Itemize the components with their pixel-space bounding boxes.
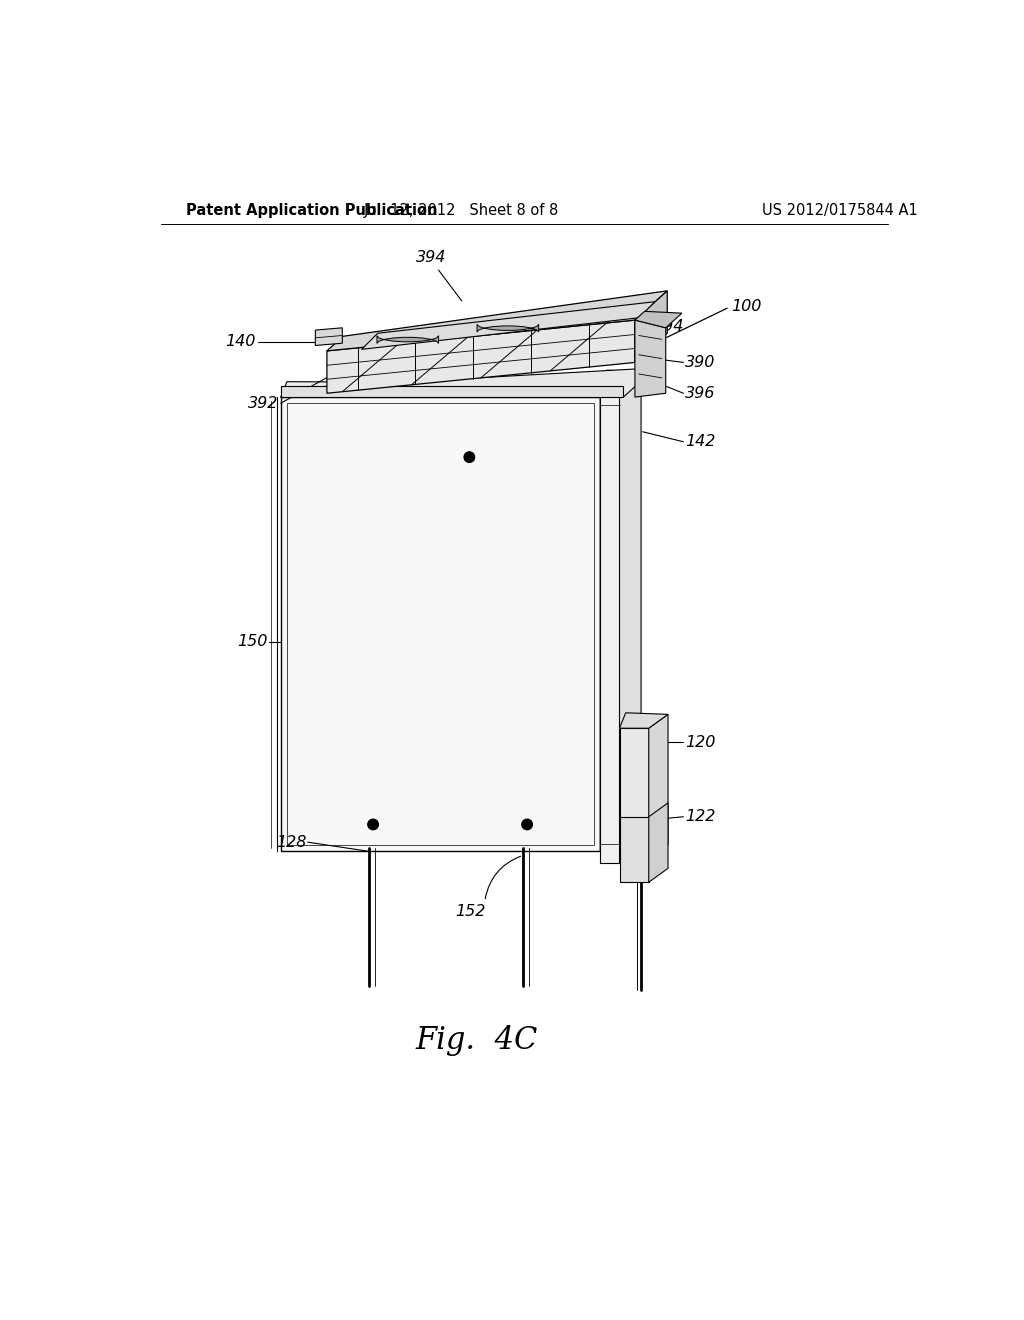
Text: Jul. 12, 2012   Sheet 8 of 8: Jul. 12, 2012 Sheet 8 of 8 [365,203,559,218]
Polygon shape [281,385,624,397]
Polygon shape [620,729,649,859]
Polygon shape [635,312,682,327]
Polygon shape [600,383,622,851]
Polygon shape [620,817,649,882]
Text: 396: 396 [685,385,716,401]
Text: 100: 100 [731,298,762,314]
Polygon shape [327,290,668,351]
Polygon shape [315,327,342,346]
Text: 120: 120 [685,734,716,750]
Circle shape [521,818,532,830]
Polygon shape [327,321,635,393]
Polygon shape [377,335,438,343]
Polygon shape [649,803,668,882]
Polygon shape [361,302,655,350]
Polygon shape [620,372,641,863]
Text: 392: 392 [248,396,279,411]
Text: 140: 140 [225,334,255,350]
Polygon shape [281,381,622,397]
Polygon shape [287,404,594,845]
Text: 390: 390 [685,355,716,370]
Polygon shape [635,290,668,363]
Text: 150: 150 [238,635,267,649]
Text: US 2012/0175844 A1: US 2012/0175844 A1 [762,203,918,218]
Polygon shape [620,713,668,729]
Polygon shape [477,325,539,333]
Text: 142: 142 [685,434,716,449]
Text: 152: 152 [456,904,486,919]
Text: 122: 122 [685,809,716,824]
Text: 394: 394 [416,249,446,264]
Polygon shape [635,321,666,397]
Polygon shape [281,368,655,397]
Circle shape [464,451,475,462]
Text: 394: 394 [654,318,684,334]
Polygon shape [600,370,641,385]
Polygon shape [649,714,668,859]
Text: Patent Application Publication: Patent Application Publication [186,203,437,218]
Text: 128: 128 [275,834,306,850]
Circle shape [368,818,379,830]
Polygon shape [281,397,600,851]
Text: Fig.  4C: Fig. 4C [416,1024,539,1056]
Polygon shape [600,385,620,863]
